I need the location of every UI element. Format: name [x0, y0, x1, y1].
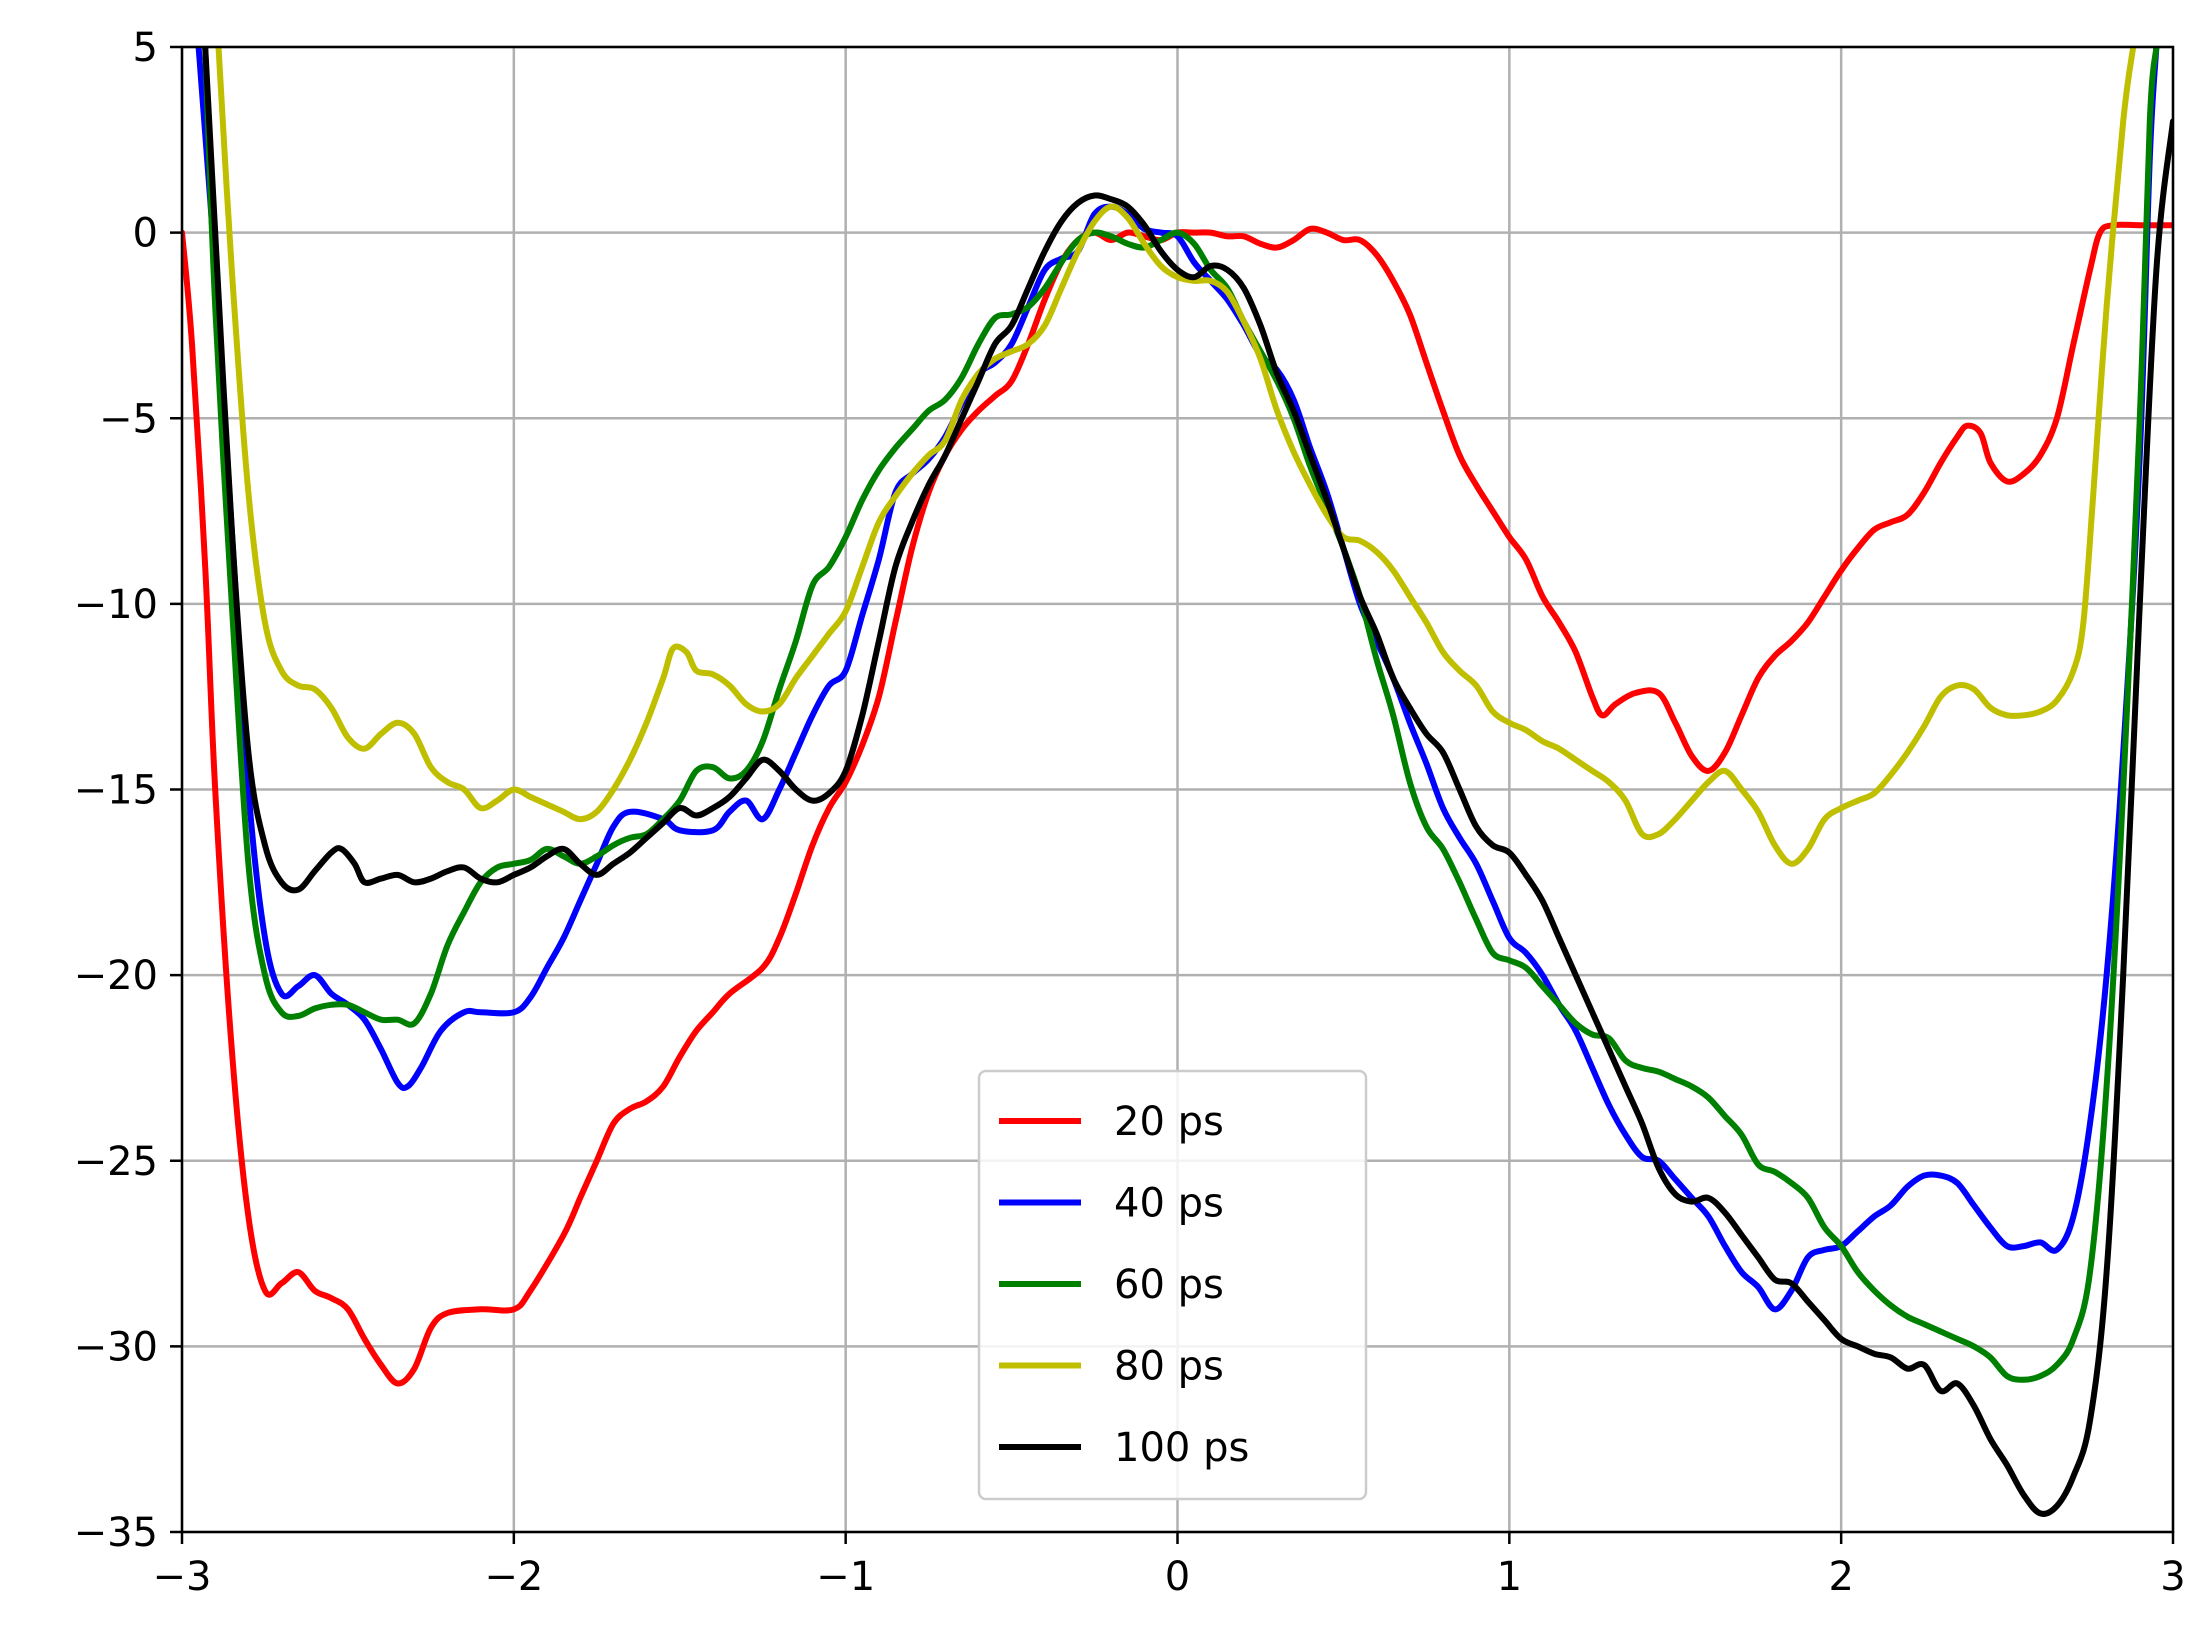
- x-tick-label: 0: [1165, 1554, 1190, 1600]
- x-tick-label: 2: [1828, 1554, 1853, 1600]
- y-tick-label: −25: [74, 1139, 158, 1185]
- legend-label: 60 ps: [1114, 1262, 1224, 1308]
- x-tick-label: 3: [2160, 1554, 2185, 1600]
- legend-label: 100 ps: [1114, 1425, 1249, 1471]
- x-tick-label: −2: [484, 1554, 543, 1600]
- legend-label: 40 ps: [1114, 1181, 1224, 1227]
- x-tick-label: −1: [816, 1554, 875, 1600]
- y-tick-label: −20: [74, 953, 158, 999]
- y-tick-label: −10: [74, 582, 158, 628]
- legend-label: 20 ps: [1114, 1099, 1224, 1145]
- x-tick-label: −3: [153, 1554, 212, 1600]
- axis-ticks: −3 −2 −1 0 1 2 350−5−10−15−20−25−30−35: [74, 25, 2186, 1600]
- y-tick-label: −15: [74, 768, 158, 814]
- series-line-60-ps: [202, 47, 2160, 1383]
- y-tick-label: 0: [133, 211, 158, 257]
- legend: 20 ps 40 ps 60 ps 80 ps 100 ps: [977, 1069, 1368, 1501]
- y-tick-label: −5: [99, 396, 158, 442]
- series-line-80-ps: [215, 47, 2137, 867]
- x-tick-label: 1: [1497, 1554, 1522, 1600]
- series-line-100-ps: [202, 47, 2173, 1517]
- series-lines: [182, 47, 2173, 1517]
- legend-label: 80 ps: [1114, 1344, 1224, 1390]
- legend-box: [977, 1069, 1368, 1501]
- y-tick-label: −35: [74, 1510, 158, 1556]
- y-tick-label: −30: [74, 1324, 158, 1370]
- y-tick-label: 5: [133, 25, 158, 71]
